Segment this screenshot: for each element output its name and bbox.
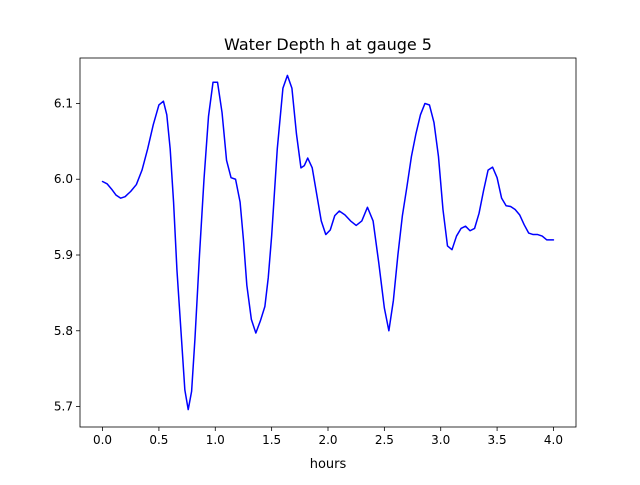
x-tick-label: 3.5 xyxy=(488,433,507,447)
y-tick-label: 5.8 xyxy=(54,324,73,338)
x-axis-label: hours xyxy=(310,457,347,472)
x-tick-label: 2.0 xyxy=(318,433,337,447)
y-tick-label: 5.7 xyxy=(54,400,73,414)
x-tick-label: 4.0 xyxy=(544,433,563,447)
x-tick-label: 0.0 xyxy=(93,433,112,447)
y-tick-label: 6.1 xyxy=(54,96,73,110)
x-tick-label: 1.5 xyxy=(262,433,281,447)
y-tick-label: 5.9 xyxy=(54,248,73,262)
y-tick-label: 6.0 xyxy=(54,172,73,186)
x-tick-label: 0.5 xyxy=(149,433,168,447)
series-line-1 xyxy=(101,74,555,411)
x-tick-label: 3.0 xyxy=(431,433,450,447)
x-tick-label: 1.0 xyxy=(206,433,225,447)
chart-title: Water Depth h at gauge 5 xyxy=(224,35,432,54)
x-tick-label: 2.5 xyxy=(375,433,394,447)
plot-area: 0.0 0.5 1.0 1.5 2.0 2.5 3.0 3.5 4.0 5.7 5.8 5.9 6.0 6… xyxy=(54,57,577,447)
